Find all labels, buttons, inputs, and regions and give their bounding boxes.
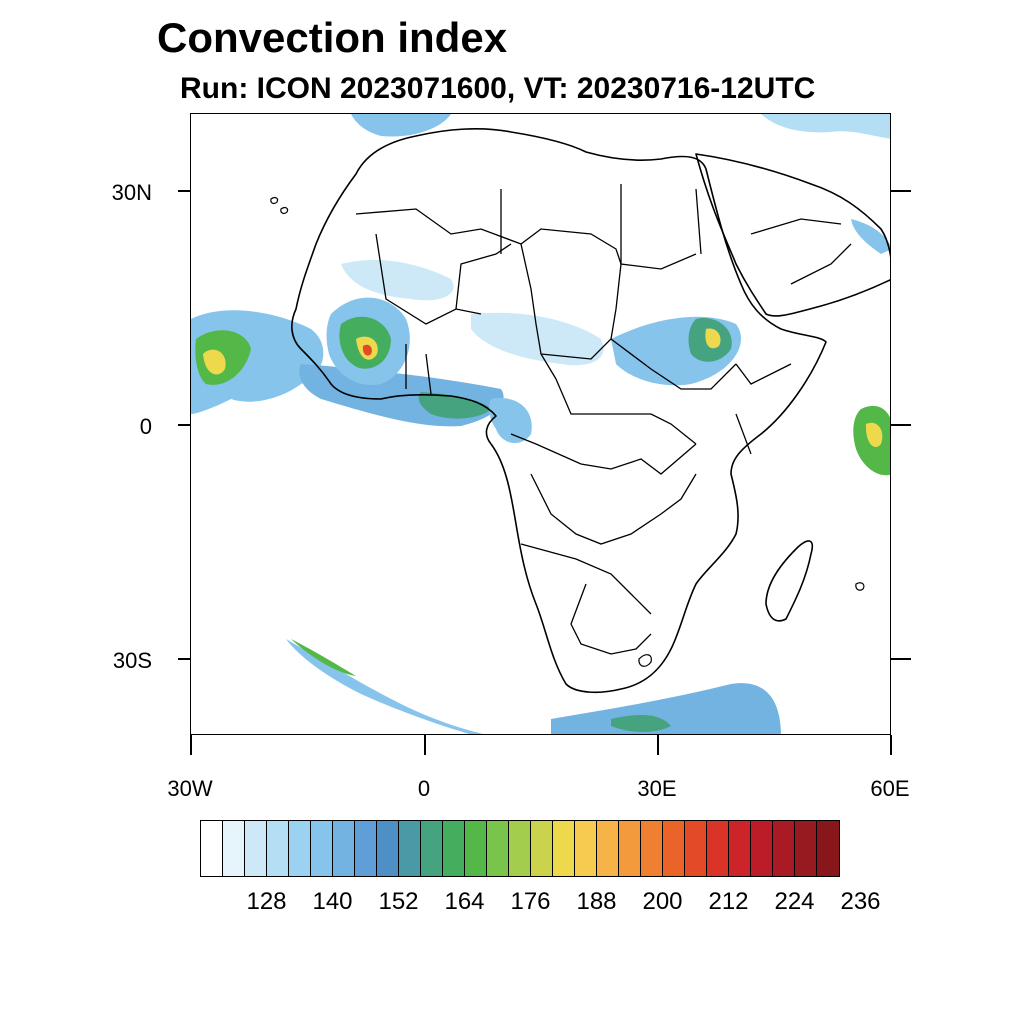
colorbar-box [707, 821, 729, 876]
colorbar-box [795, 821, 817, 876]
colorbar-box [223, 821, 245, 876]
chart-title: Convection index [157, 14, 508, 61]
convection-indian-hot [865, 422, 883, 448]
colorbar [200, 820, 840, 877]
chart-subtitle: Run: ICON 2023071600, VT: 20230716-12UTC [180, 72, 816, 105]
colorbar-box [355, 821, 377, 876]
madagascar-coastline [765, 540, 814, 622]
convection-south-east [551, 683, 781, 734]
colorbar-box [553, 821, 575, 876]
africa-coastline [291, 128, 827, 694]
convection-north-med [351, 114, 451, 137]
xtick-60e [890, 735, 892, 755]
convection-field [191, 114, 890, 734]
colorbar-label: 164 [444, 888, 485, 915]
convection-gulf-core [418, 392, 491, 419]
lat-label-30n: 30N [111, 180, 152, 205]
colorbar-label: 236 [840, 888, 881, 915]
xtick-30e [657, 735, 659, 755]
convection-sahel-north [341, 259, 454, 301]
colorbar-box [333, 821, 355, 876]
colorbar-box [311, 821, 333, 876]
ytick-left-30n [178, 190, 190, 192]
xtick-30w [190, 735, 192, 755]
arabia-coastline [695, 153, 890, 317]
lat-label-30s: 30S [112, 648, 152, 673]
map-panel [190, 113, 891, 735]
country-borders [355, 184, 852, 655]
convection-gulf-arabia [851, 219, 890, 254]
colorbar-box [773, 821, 795, 876]
lon-label-30w: 30W [167, 776, 213, 801]
convection-northeast [761, 114, 890, 139]
colorbar-box [377, 821, 399, 876]
convection-congo [488, 398, 532, 444]
colorbar-box [487, 821, 509, 876]
convection-westafrica-max [362, 344, 372, 356]
lon-label-30e: 30E [637, 776, 677, 801]
convection-south-east-core [611, 714, 671, 732]
ytick-right-30s [891, 658, 911, 660]
colorbar-label: 212 [708, 888, 749, 915]
lon-label-60e: 60E [870, 776, 910, 801]
lat-label-0: 0 [139, 414, 152, 439]
ytick-left-30s [178, 658, 190, 660]
colorbar-box [245, 821, 267, 876]
colorbar-box [597, 821, 619, 876]
ytick-right-30n [891, 190, 911, 192]
xtick-0 [424, 735, 426, 755]
colorbar-box [729, 821, 751, 876]
colorbar-box [751, 821, 773, 876]
colorbar-label: 140 [312, 888, 353, 915]
colorbar-box [201, 821, 223, 876]
colorbar-label: 224 [774, 888, 815, 915]
coastlines [291, 128, 890, 694]
colorbar-box [531, 821, 553, 876]
colorbar-box [663, 821, 685, 876]
colorbar-box [267, 821, 289, 876]
colorbar-box [685, 821, 707, 876]
colorbar-label: 200 [642, 888, 683, 915]
colorbar-box [443, 821, 465, 876]
convection-central [471, 312, 604, 366]
colorbar-box [509, 821, 531, 876]
convection-south-band-core [291, 639, 356, 676]
colorbar-label: 152 [378, 888, 419, 915]
convection-ethiopia-hot [705, 328, 721, 349]
colorbar-box [289, 821, 311, 876]
colorbar-label: 176 [510, 888, 551, 915]
colorbar-label: 128 [246, 888, 287, 915]
islands [270, 196, 865, 667]
colorbar-label: 188 [576, 888, 617, 915]
colorbar-box [421, 821, 443, 876]
colorbar-box [817, 821, 839, 876]
map-svg [191, 114, 890, 734]
colorbar-box [641, 821, 663, 876]
convection-atlantic-hot [203, 349, 226, 375]
ytick-left-0 [178, 424, 190, 426]
ytick-right-0 [891, 424, 911, 426]
colorbar-box [575, 821, 597, 876]
lon-label-0: 0 [417, 776, 431, 801]
colorbar-box [465, 821, 487, 876]
colorbar-box [619, 821, 641, 876]
colorbar-box [399, 821, 421, 876]
